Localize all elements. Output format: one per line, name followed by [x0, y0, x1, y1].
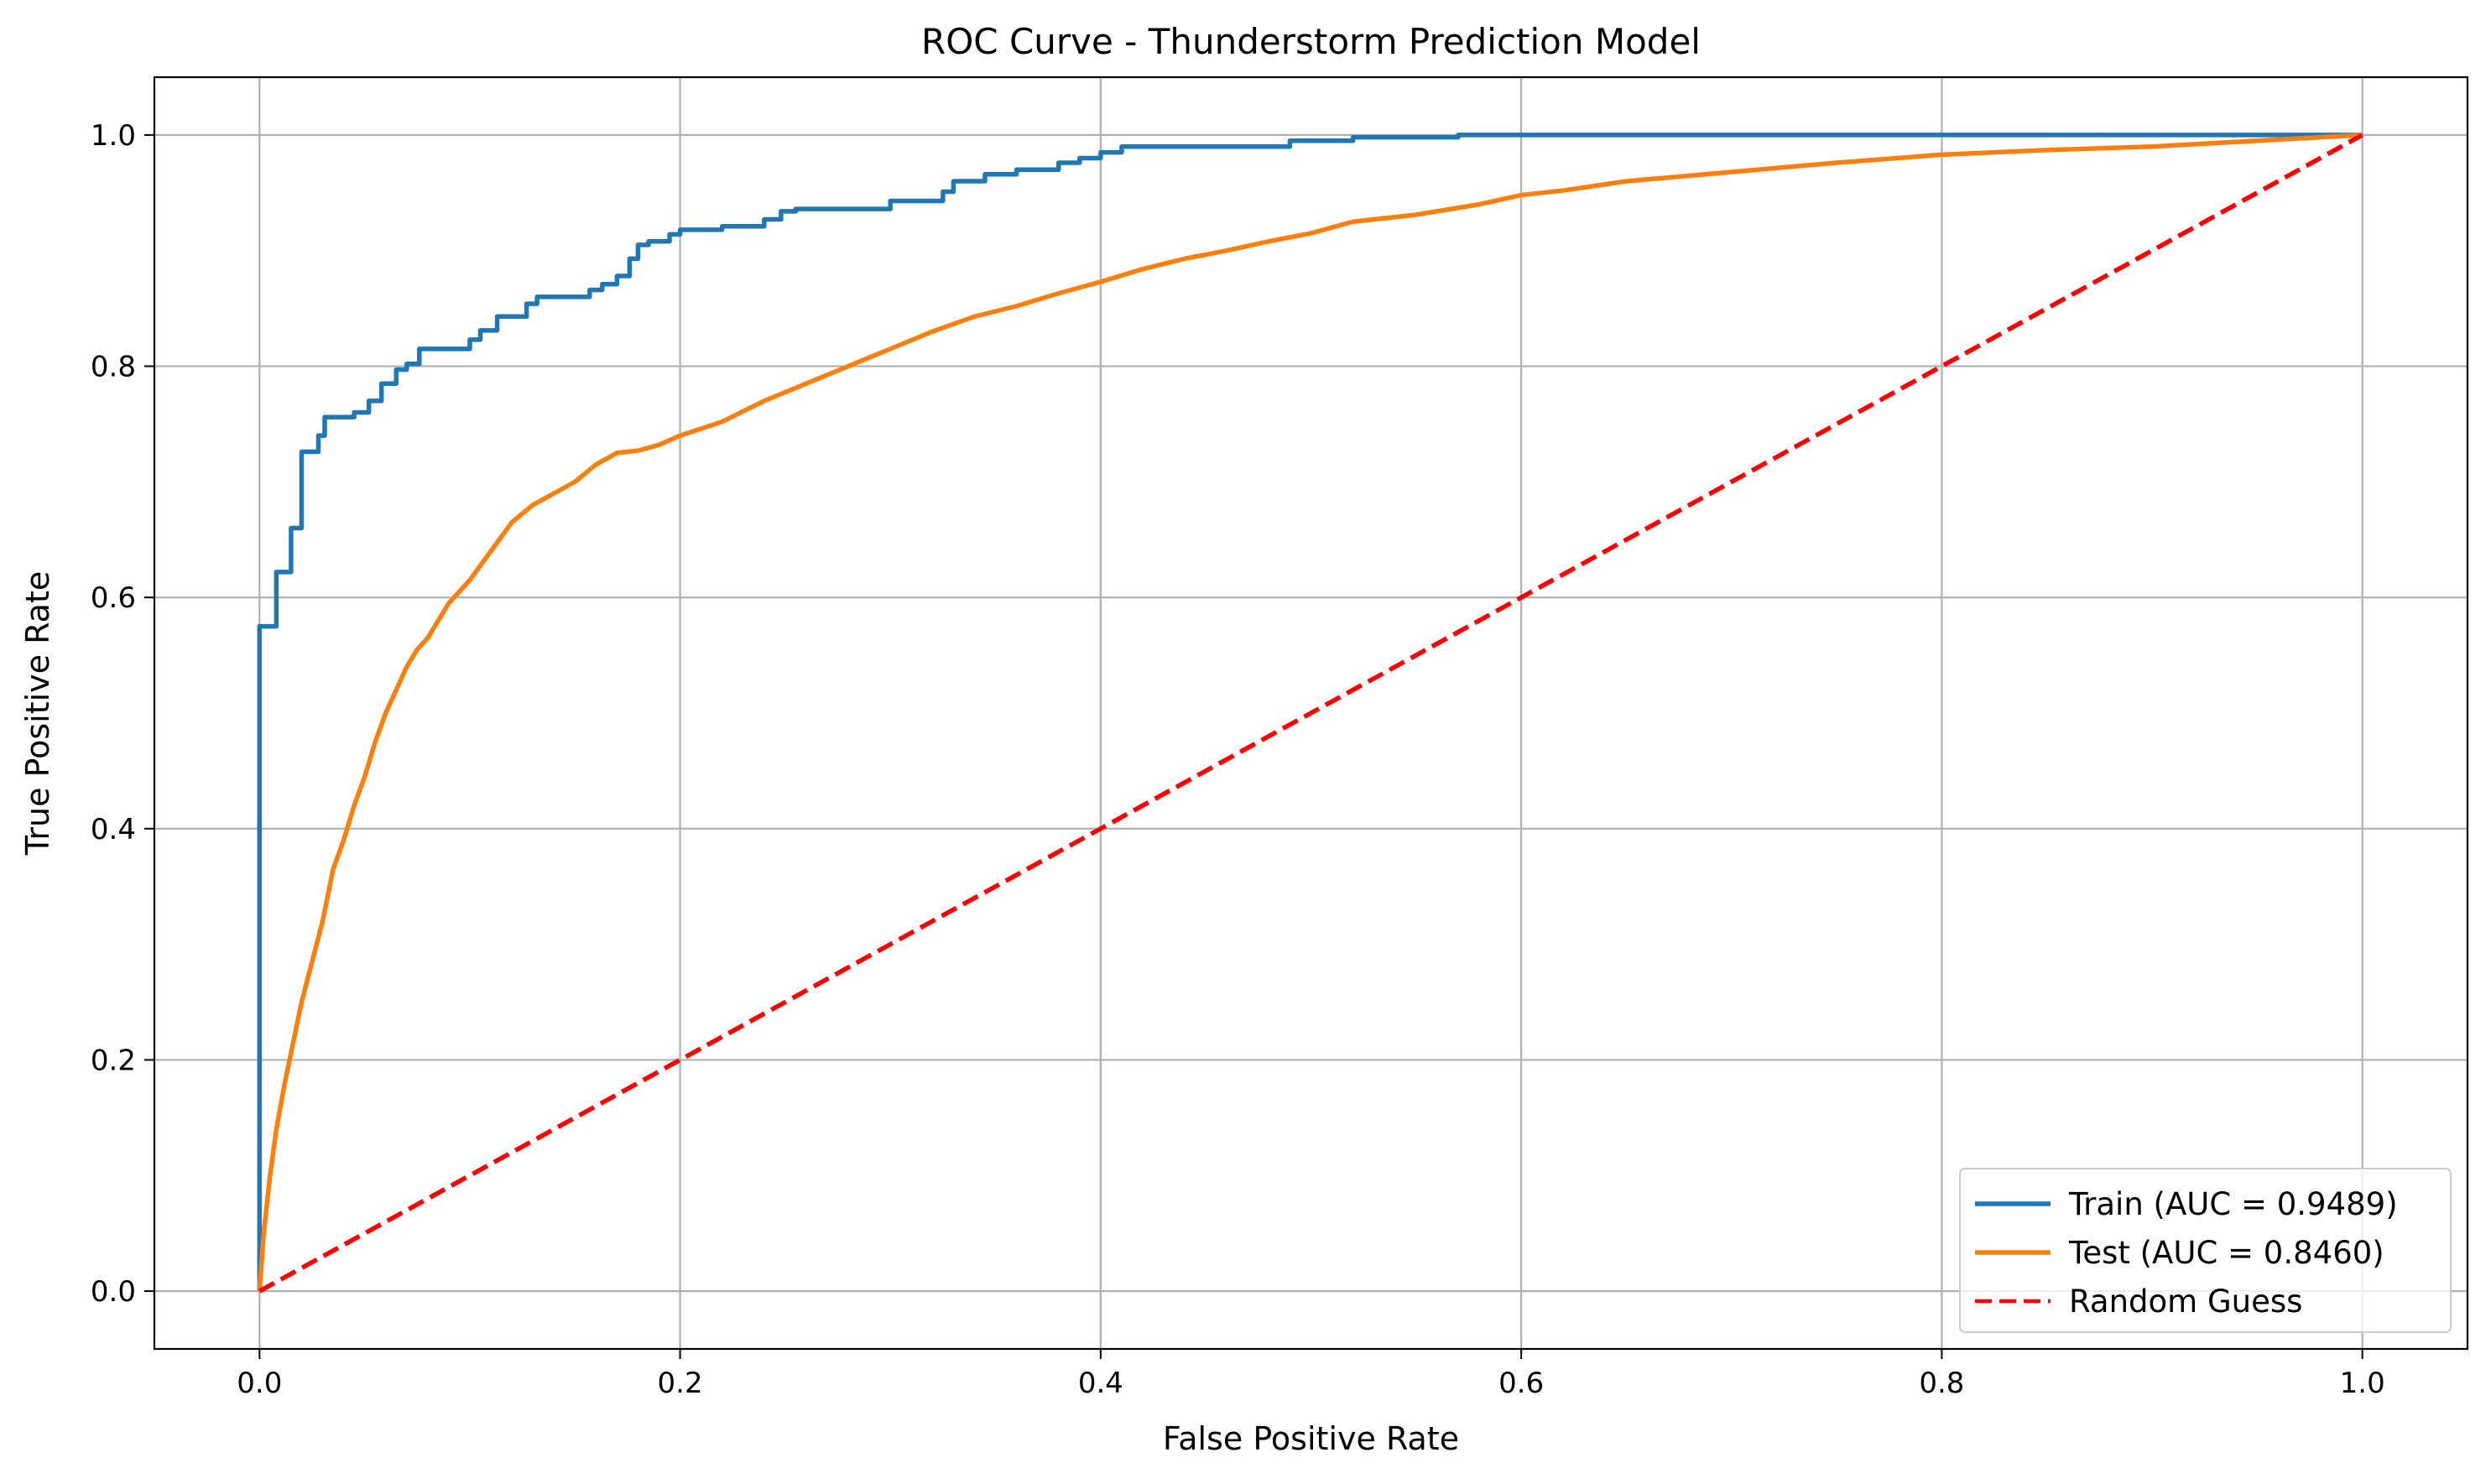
- x-tick-label: 1.0: [2340, 1367, 2385, 1400]
- y-axis-label: True Positive Rate: [19, 571, 56, 857]
- series-line-3: [258, 133, 2364, 1294]
- chart-title: ROC Curve - Thunderstorm Prediction Mode…: [921, 21, 1701, 62]
- series-layer: [257, 133, 2364, 1294]
- x-tick-label: 0.6: [1498, 1367, 1544, 1400]
- y-tick-label: 0.6: [91, 581, 136, 615]
- legend-label-3: Random Guess: [2069, 1284, 2302, 1320]
- x-tick-label: 0.8: [1919, 1367, 1964, 1400]
- x-tick-label: 0.0: [237, 1367, 282, 1400]
- series-line-2: [257, 133, 2363, 1292]
- x-tick-label: 0.2: [658, 1367, 703, 1400]
- legend-label-1: Train (AUC = 0.9489): [2068, 1186, 2398, 1222]
- legend-box: [1959, 1168, 2452, 1333]
- ticks: 0.0 0.2 0.4 0.6 0.8 1.0 0.0 0.2 0.4 0.6 0.8 1.0: [91, 119, 2385, 1400]
- axes-frame: [153, 76, 2469, 1351]
- series-line-1: [257, 133, 2363, 1292]
- y-tick-label: 1.0: [91, 119, 136, 153]
- legend: Train (AUC = 0.9489) Test (AUC = 0.8460) R…: [1959, 1168, 2452, 1333]
- y-tick-label: 0.0: [91, 1275, 136, 1309]
- x-tick-label: 0.4: [1078, 1367, 1123, 1400]
- y-tick-label: 0.4: [91, 813, 136, 846]
- y-tick-label: 0.8: [91, 351, 136, 384]
- x-axis-label: False Positive Rate: [1163, 1420, 1459, 1457]
- legend-label-2: Test (AUC = 0.8460): [2068, 1235, 2384, 1271]
- y-tick-label: 0.2: [91, 1044, 136, 1077]
